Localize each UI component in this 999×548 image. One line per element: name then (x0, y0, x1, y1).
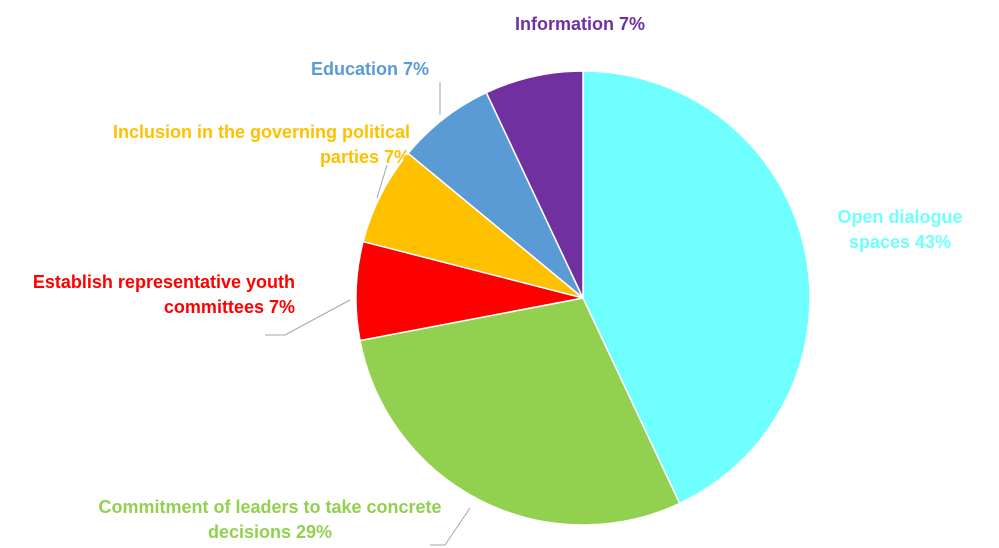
pie-slice (485, 70, 584, 299)
label-value: 7% (619, 14, 646, 34)
data-label: Commitment of leaders to take concrete d… (70, 495, 470, 545)
label-category: Establish representative youth committee… (32, 272, 295, 317)
data-label: Information 7% (480, 12, 680, 37)
pie-slice (359, 297, 681, 526)
pie-slice (582, 70, 811, 505)
label-value: 7% (383, 147, 410, 167)
label-category: Information (514, 14, 614, 34)
leader-line (265, 299, 351, 336)
label-category: Education (310, 59, 398, 79)
data-label: Inclusion in the governing political par… (90, 120, 410, 170)
label-category: Inclusion in the governing political par… (112, 122, 410, 167)
label-value: 29% (296, 522, 333, 542)
data-label: Establish representative youth committee… (5, 270, 295, 320)
data-label: Open dialogue spaces 43% (820, 205, 980, 255)
label-category: Commitment of leaders to take concrete d… (98, 497, 442, 542)
leader-line (430, 507, 471, 546)
label-value: 7% (268, 297, 295, 317)
label-category: Open dialogue spaces (837, 207, 963, 252)
leader-line (376, 164, 388, 199)
data-label: Education 7% (285, 57, 455, 82)
label-value: 43% (915, 232, 952, 252)
label-value: 7% (403, 59, 430, 79)
